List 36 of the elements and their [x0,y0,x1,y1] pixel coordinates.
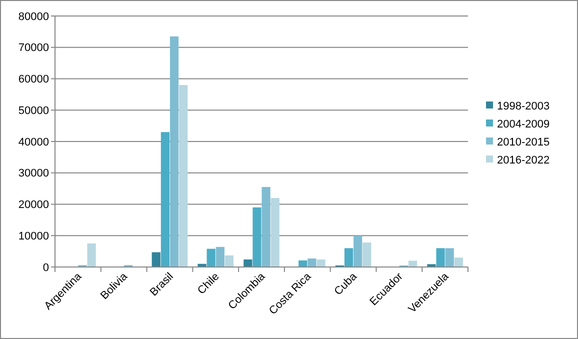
bar [362,242,372,267]
y-tick-label: 50000 [18,104,49,117]
bar [316,259,326,267]
legend-label: 2004-2009 [497,118,550,130]
bar [454,258,463,267]
legend-label: 2010-2015 [497,136,550,148]
bar [87,243,96,267]
bar [308,258,316,267]
y-tick-label: 30000 [18,168,49,180]
y-tick-label: 20000 [18,199,49,212]
bar [270,198,280,267]
bar [179,85,188,267]
bar [216,246,224,267]
y-tick-label: 70000 [18,42,49,54]
bar [252,207,262,267]
bar [244,259,252,267]
bar [160,132,170,267]
bar [206,248,216,267]
bar [344,248,354,267]
bar [262,186,270,267]
bar [408,260,418,267]
bar [152,252,160,267]
bar [427,264,436,267]
bar [436,248,445,267]
y-tick-label: 80000 [18,10,49,23]
bar [224,255,234,267]
bar [354,236,362,267]
bar [170,36,179,267]
y-tick-label: 40000 [18,136,49,148]
bar [445,248,454,267]
legend-label: 1998-2003 [497,100,550,112]
legend-label: 2016-2022 [497,154,550,166]
y-tick-label: 60000 [18,74,49,86]
bar [298,260,308,267]
y-tick-label: 10000 [18,230,49,242]
y-tick-label: 0 [42,262,49,274]
